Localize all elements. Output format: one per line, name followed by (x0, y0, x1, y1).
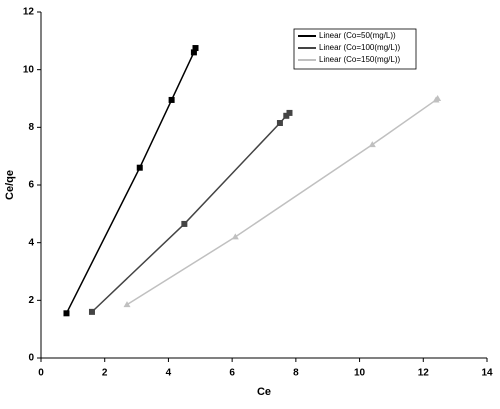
point (231, 233, 239, 240)
x-tick-label: 0 (38, 368, 44, 379)
y-axis-title: Ce/qe (4, 170, 16, 200)
point (123, 301, 131, 308)
point (368, 141, 376, 148)
trend-line (91, 112, 290, 313)
point (181, 220, 188, 227)
y-tick-label: 8 (28, 122, 34, 133)
y-tick-label: 6 (28, 180, 34, 191)
point (168, 96, 175, 103)
point (88, 308, 95, 315)
x-tick-label: 8 (293, 368, 299, 379)
x-tick-label: 6 (229, 368, 235, 379)
x-tick-label: 12 (418, 368, 430, 379)
x-tick-label: 4 (166, 368, 172, 379)
legend-label: Linear (Co=100(mg/L)) (319, 43, 400, 52)
x-tick-label: 2 (102, 368, 108, 379)
point (276, 120, 283, 127)
point (286, 109, 293, 116)
point (63, 310, 70, 317)
y-tick-label: 2 (28, 295, 34, 306)
x-axis-title: Ce (257, 386, 271, 398)
y-tick-label: 12 (23, 7, 35, 18)
point (283, 112, 290, 119)
y-tick-label: 4 (28, 237, 34, 248)
point (192, 45, 199, 52)
point (136, 164, 143, 171)
legend-label: Linear (Co=50(mg/L)) (319, 31, 396, 40)
x-tick-label: 10 (354, 368, 366, 379)
x-tick-label: 14 (481, 368, 493, 379)
trend-line (126, 97, 439, 306)
legend-label: Linear (Co=150(mg/L)) (319, 55, 400, 64)
y-tick-label: 10 (23, 64, 35, 75)
point (190, 49, 197, 56)
y-tick-label: 0 (28, 353, 34, 364)
point (434, 95, 442, 101)
